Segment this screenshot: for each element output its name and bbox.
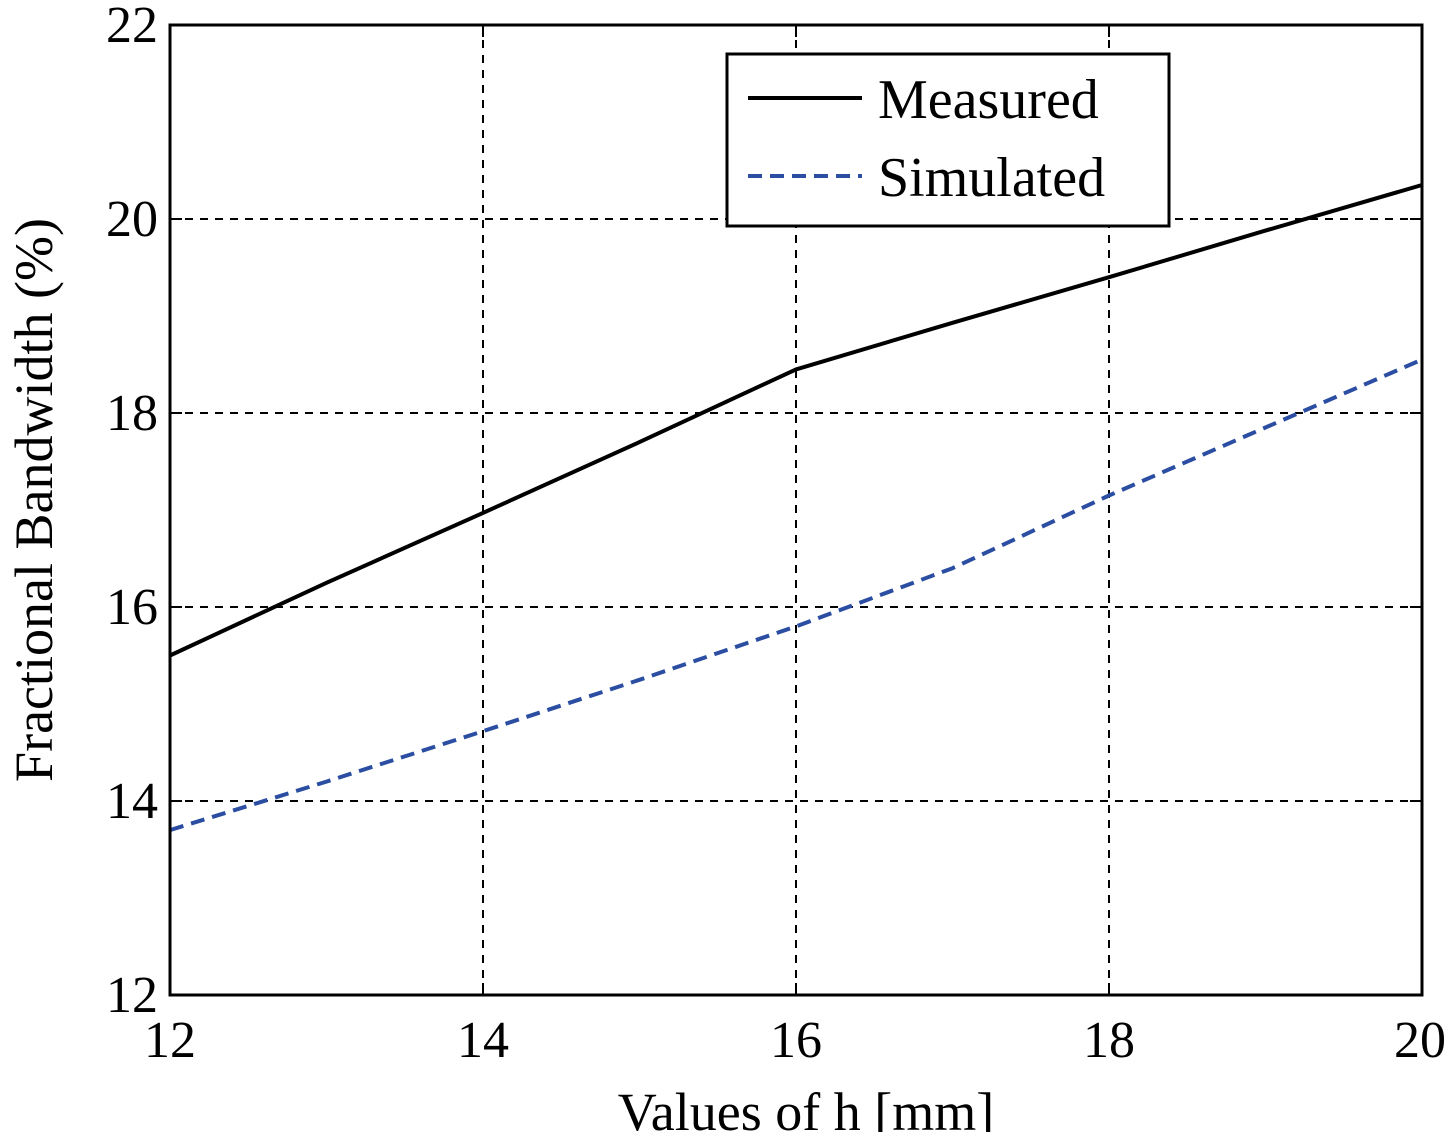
x-tick-label: 20 [1394,1012,1446,1069]
series-line-simulated [169,357,1423,833]
x-tick-label: 16 [770,1012,822,1069]
y-tick-label: 20 [106,191,158,248]
legend-label-measured: Measured [878,69,1099,131]
x-tick-label: 12 [144,1012,196,1069]
y-axis-label: Fractional Bandwidth (%) [4,218,64,782]
x-tick-label: 18 [1083,1012,1135,1069]
y-tick-label: 16 [106,579,158,636]
y-tick-label: 12 [106,967,158,1024]
y-tick-label: 22 [106,0,158,54]
series-line-measured [169,183,1423,658]
series-lines [169,183,1423,833]
legend: Measured Simulated [725,52,1171,228]
legend-box [725,52,1171,228]
y-axis-ticks: 12 14 16 18 20 22 [106,0,1422,1024]
grid-lines [170,25,1422,995]
x-tick-label: 14 [457,1012,509,1069]
y-tick-label: 14 [106,773,158,830]
legend-label-simulated: Simulated [878,147,1105,209]
x-axis-label: Values of h [mm] [618,1082,994,1132]
y-tick-label: 18 [106,385,158,442]
x-axis-ticks: 12 14 16 18 20 [144,25,1446,1069]
